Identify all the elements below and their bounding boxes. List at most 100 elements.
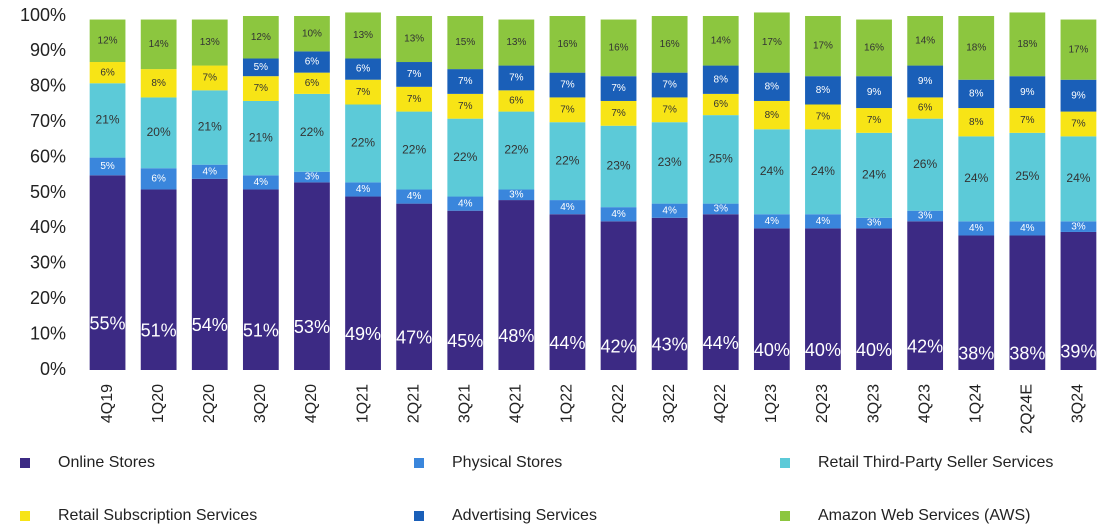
bar-segment [549,122,586,201]
bar-segment [294,171,330,183]
bar-segment [907,16,944,66]
x-tick-label: 4Q22 [712,384,729,423]
bar-segment [140,19,177,70]
data-label: 20% [147,125,171,139]
data-label: 23% [658,155,682,169]
bar-segment [753,129,790,215]
x-tick-label: 3Q21 [456,384,473,423]
data-label: 12% [251,32,271,43]
data-label: 24% [760,164,784,178]
legend-label: Advertising Services [452,507,597,524]
bar-segment [396,16,433,63]
data-label: 8% [816,85,831,96]
data-label: 54% [192,315,228,335]
x-tick-label: 4Q19 [99,384,116,423]
bar-segment [1060,19,1097,80]
data-label: 7% [611,83,626,94]
data-label: 4% [407,191,422,202]
bar-segment [651,16,688,73]
bar-segment [907,65,944,98]
bar-segment [805,129,841,215]
bar-segment [958,16,995,80]
data-label: 51% [141,320,177,340]
data-label: 44% [549,333,585,353]
data-label: 14% [149,39,169,50]
bar-segment [600,76,637,101]
data-label: 6% [918,103,933,114]
bar-segment [702,214,739,370]
bar-segment [498,111,535,190]
y-tick-label: 30% [30,253,66,273]
data-label: 7% [407,94,422,105]
bar-segment [498,200,535,370]
data-label: 22% [453,150,477,164]
data-label: 7% [1071,119,1086,130]
legend-swatch [20,511,30,521]
data-label: 7% [662,80,677,91]
x-tick-label: 1Q22 [559,384,576,423]
data-label: 22% [351,136,375,150]
bar-segment [191,90,228,165]
data-label: 22% [300,125,324,139]
bar-segment [549,16,586,73]
data-label: 13% [506,37,526,48]
data-label: 23% [607,159,631,173]
bar-segment [549,72,586,98]
bar-segment [651,97,688,123]
bar-segment [805,214,841,229]
bar-segment [294,51,330,73]
data-label: 53% [294,317,330,337]
bar-segment [396,111,433,190]
data-label: 4% [816,216,831,227]
x-tick-label: 3Q22 [661,384,678,423]
bar-segment [1009,108,1046,133]
x-tick-label: 1Q21 [354,384,371,423]
data-label: 6% [509,96,524,107]
data-label: 7% [611,108,626,119]
bar-segment [498,65,535,91]
x-tick-label: 4Q20 [303,384,320,423]
data-label: 7% [560,104,575,115]
data-label: 9% [918,76,933,87]
bar-segment [1060,221,1097,232]
data-label: 17% [1068,44,1088,55]
data-label: 21% [249,130,273,144]
bar-segment [345,196,381,370]
data-label: 44% [703,333,739,353]
bar-segment [856,19,892,77]
data-label: 18% [1017,39,1037,50]
y-tick-label: 80% [30,76,66,96]
x-tick-label: 2Q24E [1019,384,1036,434]
data-label: 7% [458,101,473,112]
legend-swatch [414,458,424,468]
data-label: 6% [305,57,320,68]
data-label: 22% [504,143,528,157]
data-label: 3% [867,218,882,229]
data-label: 43% [652,335,688,355]
data-label: 8% [765,110,780,121]
data-label: 4% [203,166,218,177]
bar-segment [651,72,688,98]
data-label: 9% [1071,90,1086,101]
y-tick-label: 60% [30,146,66,166]
x-tick-label: 4Q21 [508,384,525,423]
data-label: 15% [455,37,475,48]
data-label: 4% [560,202,575,213]
bar-segment [345,79,381,105]
bar-segment [702,16,739,66]
bar-segment [600,125,637,208]
data-label: 10% [302,28,322,39]
data-label: 14% [915,35,935,46]
legend-swatch [414,511,424,521]
bar-segment [856,228,892,370]
bar-segment [600,19,637,77]
bar-segment [1060,111,1097,137]
bar-segment [447,210,484,370]
data-label: 40% [754,340,790,360]
y-tick-label: 40% [30,217,66,237]
bar-segment [958,108,995,137]
bar-segment [549,97,586,123]
data-label: 12% [98,35,118,46]
data-label: 5% [254,62,269,73]
bar-segment [702,203,739,215]
